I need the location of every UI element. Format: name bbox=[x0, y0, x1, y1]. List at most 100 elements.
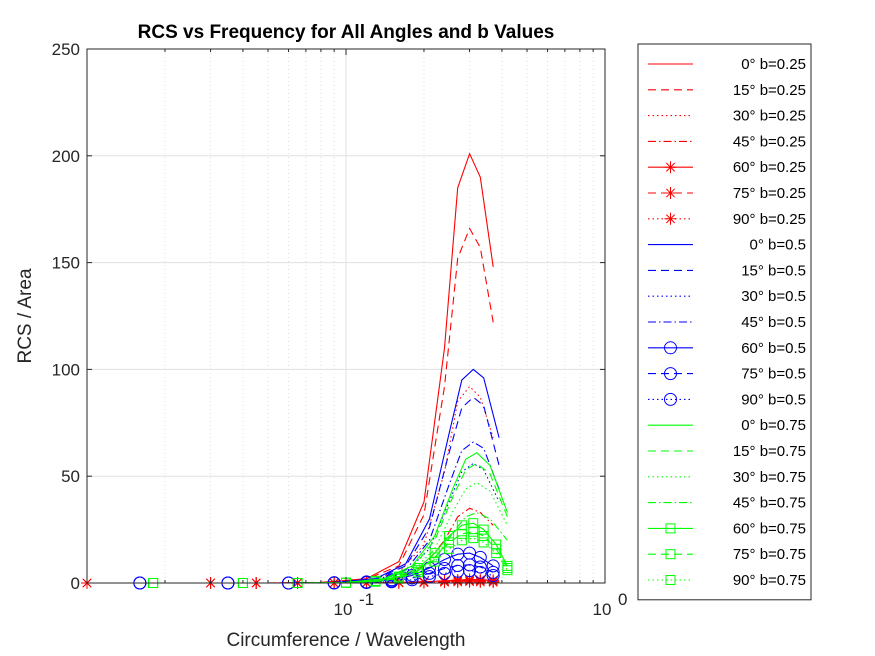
circle-marker bbox=[664, 367, 677, 381]
series-line bbox=[139, 441, 500, 584]
y-axis-ticks: 0 50 100 150 200 250 bbox=[52, 40, 605, 593]
legend-label: 60° b=0.25 bbox=[733, 159, 806, 176]
series-line bbox=[153, 531, 508, 584]
circle-marker bbox=[463, 564, 477, 578]
x-tick-exponent: 0 bbox=[618, 590, 627, 609]
legend-label: 30° b=0.75 bbox=[733, 469, 806, 486]
legend-label: 45° b=0.5 bbox=[741, 314, 806, 331]
circle-marker bbox=[422, 566, 436, 580]
square-marker bbox=[665, 523, 676, 534]
legend-label: 90° b=0.25 bbox=[733, 211, 806, 228]
legend-entry: 30° b=0.5 bbox=[648, 288, 806, 305]
legend-entry: 15° b=0.5 bbox=[648, 262, 806, 279]
legend-entry: 0° b=0.75 bbox=[648, 417, 806, 434]
legend-label: 0° b=0.25 bbox=[741, 56, 806, 73]
circle-marker bbox=[437, 566, 451, 580]
legend-label: 90° b=0.75 bbox=[733, 572, 806, 589]
legend-entry: 90° b=0.75 bbox=[648, 572, 806, 589]
square-marker bbox=[491, 548, 502, 559]
legend-entry: 60° b=0.75 bbox=[648, 520, 806, 537]
legend-label: 15° b=0.25 bbox=[733, 82, 806, 99]
square-marker bbox=[468, 533, 479, 544]
asterisk-marker bbox=[474, 575, 487, 588]
circle-marker bbox=[437, 561, 451, 575]
circle-marker bbox=[405, 573, 419, 587]
legend-entry: 15° b=0.25 bbox=[648, 82, 806, 99]
legend-label: 15° b=0.5 bbox=[741, 262, 806, 279]
circle-marker bbox=[463, 558, 477, 572]
y-tick-label: 150 bbox=[52, 254, 80, 273]
legend: 0° b=0.25 15° b=0.25 30° b=0.25 45° b=0.25 6… bbox=[637, 43, 812, 601]
square-marker bbox=[665, 549, 676, 560]
square-marker bbox=[456, 528, 467, 539]
square-marker bbox=[478, 537, 489, 548]
asterisk-marker bbox=[664, 161, 677, 174]
y-tick-label: 0 bbox=[71, 574, 80, 593]
legend-label: 45° b=0.25 bbox=[733, 133, 806, 150]
asterisk-marker bbox=[438, 576, 451, 589]
x-tick-exponent: -1 bbox=[359, 590, 374, 609]
legend-label: 90° b=0.5 bbox=[741, 391, 806, 408]
legend-entry: 30° b=0.25 bbox=[648, 108, 806, 125]
asterisk-marker bbox=[487, 576, 500, 589]
legend-entry: 90° b=0.25 bbox=[648, 211, 806, 228]
square-marker bbox=[444, 537, 455, 548]
legend-label: 0° b=0.5 bbox=[750, 237, 806, 254]
asterisk-marker bbox=[664, 212, 677, 225]
legend-label: 30° b=0.5 bbox=[741, 288, 806, 305]
chart-title: RCS vs Frequency for All Angles and b Va… bbox=[138, 22, 555, 43]
legend-entry: 0° b=0.25 bbox=[648, 56, 806, 73]
y-tick-label: 200 bbox=[52, 147, 80, 166]
y-axis-label: RCS / Area bbox=[15, 268, 36, 363]
data-series bbox=[139, 396, 500, 584]
x-tick-label: 10 bbox=[593, 600, 612, 619]
series-line bbox=[139, 396, 500, 584]
legend-label: 60° b=0.5 bbox=[741, 340, 806, 357]
circle-marker bbox=[664, 392, 677, 406]
circle-marker bbox=[664, 341, 677, 355]
x-axis-label: Circumference / Wavelength bbox=[226, 630, 465, 651]
x-tick-label: 10 bbox=[334, 600, 353, 619]
legend-label: 15° b=0.75 bbox=[733, 443, 806, 460]
data-series bbox=[124, 385, 494, 584]
square-marker bbox=[468, 526, 479, 537]
legend-label: 75° b=0.75 bbox=[733, 546, 806, 563]
legend-entry: 15° b=0.75 bbox=[648, 443, 806, 460]
data-series bbox=[139, 462, 500, 584]
circle-marker bbox=[473, 565, 487, 579]
legend-entry: 0° b=0.5 bbox=[648, 237, 806, 254]
square-marker bbox=[429, 556, 440, 567]
y-tick-label: 100 bbox=[52, 360, 80, 379]
legend-label: 75° b=0.25 bbox=[733, 185, 806, 202]
legend-entry: 75° b=0.75 bbox=[648, 546, 806, 563]
x-axis-ticks: 10 -1 10 0 bbox=[164, 49, 627, 619]
y-tick-label: 250 bbox=[52, 40, 80, 59]
legend-entry: 75° b=0.5 bbox=[648, 366, 806, 383]
legend-entry: 90° b=0.5 bbox=[648, 391, 806, 408]
legend-entry: 30° b=0.75 bbox=[648, 469, 806, 486]
legend-entry: 45° b=0.25 bbox=[648, 133, 806, 150]
circle-marker bbox=[473, 550, 487, 564]
legend-label: 45° b=0.75 bbox=[733, 495, 806, 512]
legend-entry: 45° b=0.5 bbox=[648, 314, 806, 331]
y-tick-label: 50 bbox=[61, 467, 80, 486]
data-series bbox=[124, 507, 494, 584]
square-marker bbox=[370, 576, 381, 587]
circle-marker bbox=[486, 569, 500, 583]
legend-label: 60° b=0.75 bbox=[733, 520, 806, 537]
asterisk-marker bbox=[451, 575, 464, 588]
square-marker bbox=[444, 543, 455, 554]
asterisk-marker bbox=[664, 187, 677, 199]
legend-entry: 45° b=0.75 bbox=[648, 495, 806, 512]
legend-entry: 75° b=0.25 bbox=[648, 185, 806, 202]
legend-label: 75° b=0.5 bbox=[741, 366, 806, 383]
legend-label: 30° b=0.25 bbox=[733, 108, 806, 125]
series-line bbox=[139, 462, 500, 584]
square-marker bbox=[665, 575, 676, 585]
square-marker bbox=[413, 567, 424, 578]
legend-label: 0° b=0.75 bbox=[741, 417, 806, 434]
series-line bbox=[124, 507, 494, 584]
circle-marker bbox=[486, 565, 500, 579]
data-series bbox=[139, 441, 500, 584]
